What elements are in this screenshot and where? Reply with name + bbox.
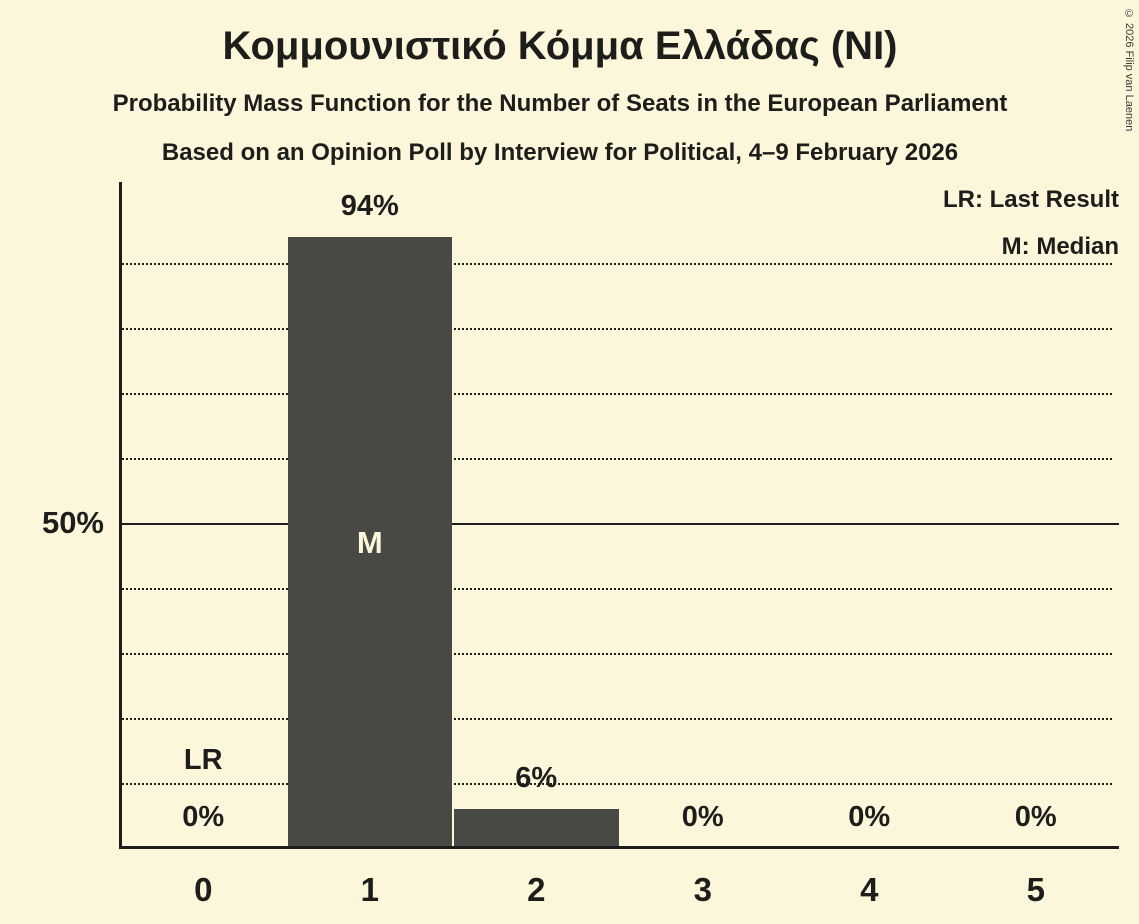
gridline-20pct xyxy=(122,718,1112,720)
x-axis-line xyxy=(119,846,1119,849)
bar-value-label-3: 0% xyxy=(681,801,724,833)
chart-subtitle-poll: Based on an Opinion Poll by Interview fo… xyxy=(161,139,959,166)
x-tick-label-1: 1 xyxy=(360,871,379,908)
gridline-60pct xyxy=(122,458,1112,460)
y-axis-50-label: 50% xyxy=(41,505,104,540)
gridline-10pct xyxy=(122,783,1112,785)
gridline-40pct xyxy=(122,588,1112,590)
bar-seats-1 xyxy=(287,237,452,848)
bar-value-label-5: 0% xyxy=(1014,801,1057,833)
bar-value-label-2: 6% xyxy=(515,762,558,794)
chart-title: Κομμουνιστικό Κόμμα Ελλάδας (NI) xyxy=(222,24,898,68)
median-marker: M xyxy=(356,524,383,560)
bar-value-label-4: 0% xyxy=(848,801,891,833)
y-axis-line xyxy=(119,182,122,849)
x-tick-label-5: 5 xyxy=(1026,871,1045,908)
legend-last-result: LR: Last Result xyxy=(942,186,1119,213)
x-tick-label-0: 0 xyxy=(194,871,213,908)
x-tick-label-4: 4 xyxy=(860,871,879,908)
chart-subtitle-pmf: Probability Mass Function for the Number… xyxy=(112,90,1008,117)
x-tick-label-2: 2 xyxy=(527,871,546,908)
copyright-notice: © 2026 Filip van Laenen xyxy=(1123,8,1135,132)
gridline-90pct xyxy=(122,263,1112,265)
gridline-70pct xyxy=(122,393,1112,395)
bar-seats-2 xyxy=(454,809,619,848)
bar-value-label-1: 94% xyxy=(340,190,399,222)
gridline-30pct xyxy=(122,653,1112,655)
x-tick-label-3: 3 xyxy=(693,871,712,908)
last-result-marker: LR xyxy=(183,744,223,776)
bar-value-label-0: 0% xyxy=(182,801,225,833)
legend-median: M: Median xyxy=(1001,233,1119,260)
gridline-80pct xyxy=(122,328,1112,330)
gridline-50pct xyxy=(122,523,1119,525)
